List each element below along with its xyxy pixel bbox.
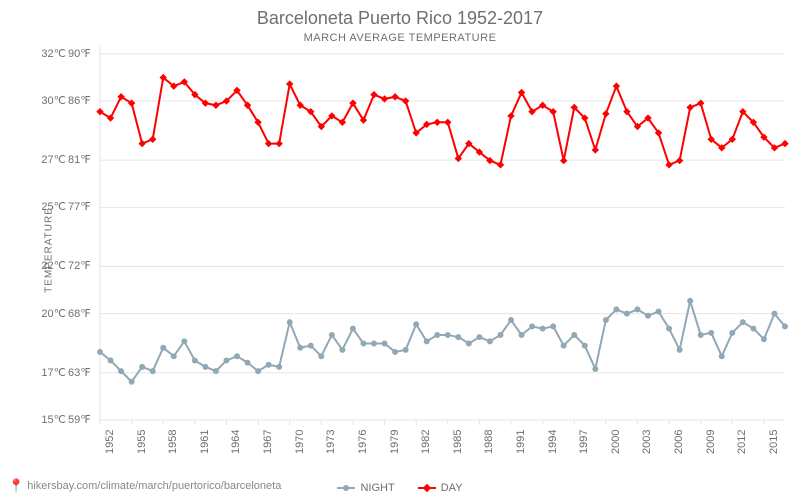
legend-label-day: DAY [441,482,463,494]
x-tick: 2015 [768,430,780,454]
legend-item-day: DAY [418,482,463,494]
plot-area [0,0,800,500]
attribution: 📍 hikersbay.com/climate/march/puertorico… [8,478,281,494]
y-tick: 17℃63℉ [28,366,96,379]
x-tick: 1955 [136,430,148,454]
x-tick: 2000 [610,430,622,454]
chart-container: { "title": "Barceloneta Puerto Rico 1952… [0,0,800,500]
legend-label-night: NIGHT [360,482,394,494]
attribution-text: hikersbay.com/climate/march/puertorico/b… [27,480,281,492]
x-tick: 1967 [262,430,274,454]
y-tick: 27℃81℉ [28,153,96,166]
y-tick: 15℃59℉ [28,413,96,426]
x-tick: 2006 [673,430,685,454]
y-tick: 30℃86℉ [28,94,96,107]
x-tick: 2009 [705,430,717,454]
y-tick: 32℃90℉ [28,47,96,60]
y-tick: 25℃77℉ [28,200,96,213]
x-tick: 1964 [230,430,242,454]
x-tick: 2003 [641,430,653,454]
x-tick: 1970 [294,430,306,454]
x-tick: 1979 [389,430,401,454]
x-tick: 1952 [104,430,116,454]
x-tick: 1973 [325,430,337,454]
x-tick: 1991 [515,430,527,454]
x-tick: 1988 [483,430,495,454]
pin-icon: 📍 [8,478,24,494]
x-tick: 1961 [199,430,211,454]
x-tick: 1982 [420,430,432,454]
x-tick: 2012 [736,430,748,454]
y-tick: 22℃72℉ [28,259,96,272]
x-tick: 1985 [452,430,464,454]
legend-item-night: NIGHT [337,482,394,494]
x-tick: 1997 [578,430,590,454]
y-tick: 20℃68℉ [28,307,96,320]
x-tick: 1958 [167,430,179,454]
x-tick: 1994 [547,430,559,454]
x-tick: 1976 [357,430,369,454]
